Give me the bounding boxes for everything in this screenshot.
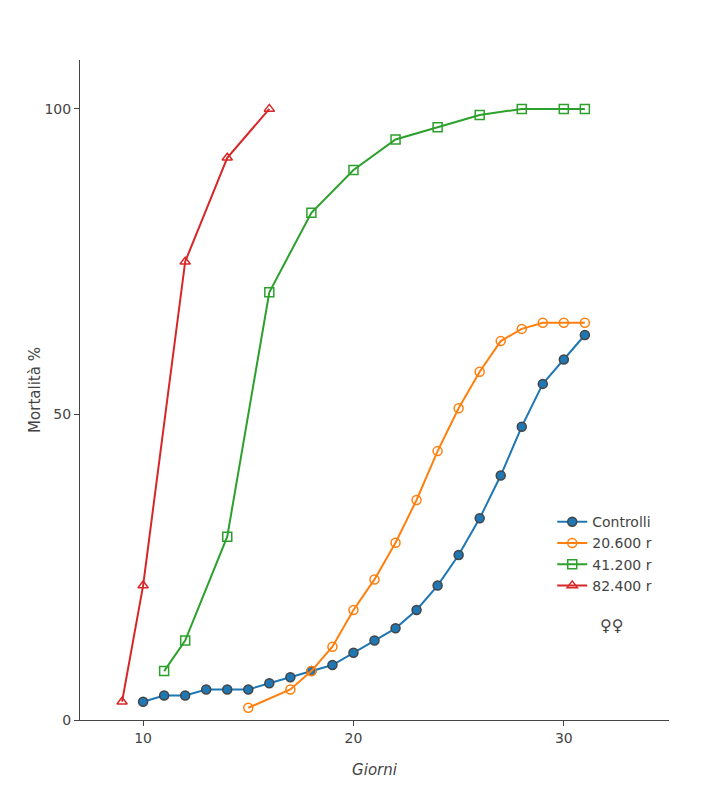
- svg-text:100: 100: [44, 101, 71, 117]
- svg-text:10: 10: [134, 730, 152, 746]
- svg-text:20.600 r: 20.600 r: [592, 535, 651, 551]
- svg-text:Giorni: Giorni: [352, 761, 398, 779]
- svg-text:30: 30: [555, 730, 573, 746]
- svg-text:82.400 r: 82.400 r: [592, 578, 651, 594]
- svg-text:41.200 r: 41.200 r: [592, 557, 651, 573]
- svg-text:0: 0: [62, 712, 71, 728]
- svg-text:Mortalità %: Mortalità %: [26, 347, 44, 433]
- svg-text:20: 20: [345, 730, 363, 746]
- svg-text:♀♀: ♀♀: [600, 616, 623, 635]
- svg-text:50: 50: [53, 406, 71, 422]
- svg-text:Controlli: Controlli: [592, 514, 650, 530]
